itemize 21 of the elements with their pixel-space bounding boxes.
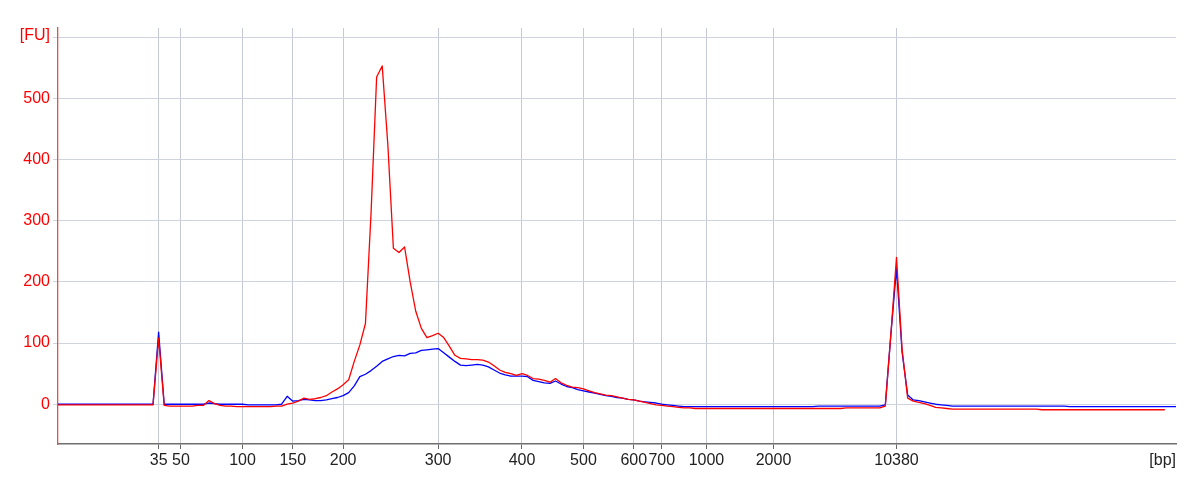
y-tick-label: 200	[23, 272, 51, 290]
y-tick-label: 500	[23, 88, 51, 106]
x-tick-label: 150	[279, 451, 307, 469]
x-tick-label: 200	[329, 451, 357, 469]
x-tick-label: 2000	[755, 451, 792, 469]
x-tick-label: 100	[229, 451, 256, 469]
x-tick-label: 10380	[874, 451, 919, 469]
x-tick-label: 35	[149, 451, 168, 469]
x-axis-title: [bp]	[1149, 451, 1176, 469]
y-tick-label: 400	[23, 149, 51, 167]
x-tick-label: 300	[424, 451, 452, 469]
x-tick-label: 500	[570, 451, 597, 469]
y-tick-label: 300	[23, 211, 51, 229]
x-tick-label: 400	[508, 451, 536, 469]
x-tick-label: 700	[648, 451, 676, 469]
y-tick-label: 100	[23, 333, 51, 351]
y-axis-title: [FU]	[19, 26, 50, 44]
x-tick-label: 50	[172, 451, 190, 469]
x-tick-label: 600	[620, 451, 648, 469]
y-tick-label: 0	[41, 394, 51, 412]
x-tick-label: 1000	[688, 451, 725, 469]
